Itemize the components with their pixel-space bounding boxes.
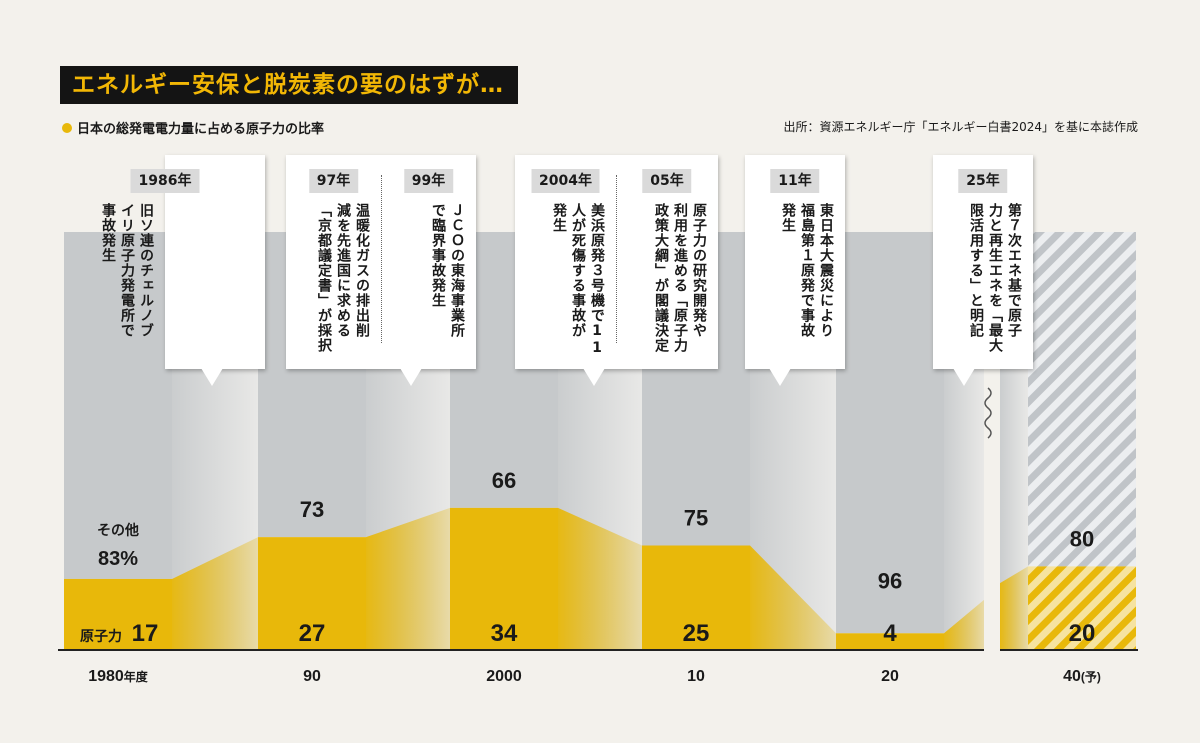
callout-text: 原子力の研究開発や 利用を進める「原子力 政策大綱」が閣議決定 xyxy=(653,203,707,353)
bar-nuclear xyxy=(64,578,172,650)
callout-text: 東日本大震災により 福島第１原発で事故 発生 xyxy=(780,203,834,338)
callout-25: 25年 第７次エネ基で原子 力と再生エネを「最大 限活用する」と明記 xyxy=(933,155,1033,386)
callout-year: 25年 xyxy=(958,169,1008,193)
data-label-other: 96 xyxy=(878,568,902,593)
bar-other xyxy=(1028,232,1136,567)
data-label-nuclear: 20 xyxy=(1069,620,1096,647)
bar-other xyxy=(64,232,172,579)
x-tick-label: 10 xyxy=(687,668,705,685)
chart-subtitle: 日本の総発電電力量に占める原子力の比率 xyxy=(62,118,324,137)
data-label-other: 73 xyxy=(300,497,324,522)
connector-nuclear xyxy=(172,537,258,650)
axis-break-icon xyxy=(984,387,992,439)
connector-nuclear xyxy=(750,545,836,650)
callout-2004-05: 2004年 美浜原発３号機で11 人が死傷する事故が 発生 05年 原子力の研究… xyxy=(515,155,718,386)
callout-divider xyxy=(616,175,617,343)
x-tick-label: 90 xyxy=(303,668,321,685)
callout-year: 97年 xyxy=(308,169,359,193)
data-label-nuclear: 4 xyxy=(883,620,897,647)
bar-nuclear xyxy=(642,545,750,650)
callout-1986: 1986年 旧ソ連のチェルノブ イリ原子力発電所で 事故発生 xyxy=(100,155,265,386)
series-label-other: その他 xyxy=(97,522,139,538)
data-label-other: 66 xyxy=(492,468,516,493)
callout-97-99: 97年 温暖化ガスの排出削 減を先進国に求める 「京都議定書」が採択 99年 Ｊ… xyxy=(286,155,476,386)
connector-nuclear xyxy=(366,507,450,650)
callout-year: 2004年 xyxy=(531,169,600,193)
x-tick-label: 1980年度 xyxy=(88,668,149,685)
callout-text: 温暖化ガスの排出削 減を先進国に求める 「京都議定書」が採択 xyxy=(316,203,370,353)
callout-11: 11年 東日本大震災により 福島第１原発で事故 発生 xyxy=(745,155,845,386)
series-label-nuclear: 原子力 xyxy=(80,628,122,644)
callout-text: 第７次エネ基で原子 力と再生エネを「最大 限活用する」と明記 xyxy=(968,203,1022,353)
bar-nuclear xyxy=(258,537,366,650)
bar-nuclear xyxy=(836,633,944,650)
callout-year: 11年 xyxy=(770,169,820,193)
data-label-other: 83% xyxy=(98,548,138,570)
bar-other xyxy=(836,232,944,634)
data-label-other: 75 xyxy=(684,506,708,531)
callout-year: 05年 xyxy=(642,169,692,193)
bar-nuclear xyxy=(450,507,558,650)
chart-subtitle-text: 日本の総発電電力量に占める原子力の比率 xyxy=(77,122,325,137)
connector-nuclear xyxy=(1000,566,1028,650)
bar-nuclear xyxy=(1028,566,1136,650)
connector-nuclear xyxy=(558,507,642,650)
source-note: 出所：資源エネルギー庁「エネルギー白書2024」を基に本誌作成 xyxy=(783,120,1138,134)
legend-dot-icon xyxy=(62,122,72,133)
callout-text: 美浜原発３号機で11 人が死傷する事故が 発生 xyxy=(551,203,605,357)
x-tick-label: 2000 xyxy=(486,668,522,685)
callout-divider xyxy=(381,175,382,343)
x-tick-label: 40(予) xyxy=(1063,668,1101,685)
data-label-other: 80 xyxy=(1070,526,1094,551)
chart-title-text: エネルギー安保と脱炭素の要のはずが… xyxy=(72,72,504,98)
data-label-nuclear: 25 xyxy=(683,620,710,647)
data-label-nuclear: 34 xyxy=(491,620,518,647)
callout-year: 99年 xyxy=(403,169,454,193)
x-tick-label: 20 xyxy=(881,668,899,685)
callout-text: ＪＣＯの東海事業所 で臨界事故発生 xyxy=(430,203,465,338)
data-label-nuclear: 27 xyxy=(299,620,326,647)
connector-nuclear xyxy=(944,599,984,650)
data-label-nuclear: 17 xyxy=(132,620,159,647)
callout-text: 旧ソ連のチェルノブ イリ原子力発電所で 事故発生 xyxy=(100,203,154,338)
chart-title: エネルギー安保と脱炭素の要のはずが… xyxy=(60,66,518,104)
callout-year: 1986年 xyxy=(130,169,200,193)
